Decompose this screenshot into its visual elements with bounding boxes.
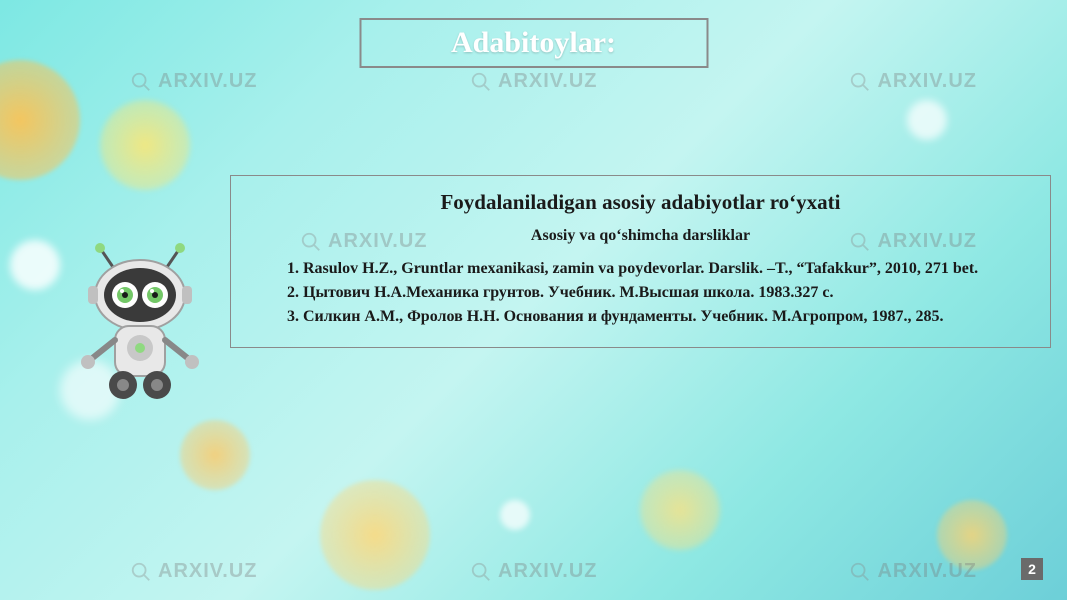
magnifier-icon [849, 71, 871, 93]
watermark-text: ARXIV.UZ [498, 560, 598, 583]
magnifier-icon [470, 561, 492, 583]
watermark: ARXIV.UZ [470, 70, 598, 93]
watermark: ARXIV.UZ [130, 70, 258, 93]
reference-item: 1. Rasulov H.Z., Gruntlar mexanikasi, za… [247, 257, 1034, 281]
watermark: ARXIV.UZ [849, 70, 977, 93]
bokeh-circle [0, 60, 80, 180]
magnifier-icon [470, 71, 492, 93]
content-box: Foydalaniladigan asosiy adabiyotlar roʻy… [230, 175, 1051, 348]
bokeh-circle [907, 100, 947, 140]
bokeh-circle [320, 480, 430, 590]
watermark-text: ARXIV.UZ [498, 70, 598, 93]
bokeh-circle [937, 500, 1007, 570]
bokeh-circle [10, 240, 60, 290]
watermark-text: ARXIV.UZ [158, 560, 258, 583]
bokeh-circle [180, 420, 250, 490]
page-number-value: 2 [1028, 561, 1036, 577]
watermark-text: ARXIV.UZ [877, 70, 977, 93]
watermark-text: ARXIV.UZ [158, 70, 258, 93]
bokeh-circle [640, 470, 720, 550]
title-box: Adabitoylar: [359, 18, 708, 68]
page-number: 2 [1021, 558, 1043, 580]
reference-item: 3. Силкин А.М., Фролов Н.Н. Основания и … [247, 305, 1034, 329]
references-title: Foydalaniladigan asosiy adabiyotlar roʻy… [247, 190, 1034, 215]
bokeh-circle [100, 100, 190, 190]
magnifier-icon [130, 561, 152, 583]
references-subtitle: Asosiy va qoʻshimcha darsliklar [247, 227, 1034, 245]
watermark: ARXIV.UZ [470, 560, 598, 583]
reference-item: 2. Цытович Н.А.Механика грунтов. Учебник… [247, 281, 1034, 305]
robot-icon [60, 240, 220, 410]
bokeh-circle [500, 500, 530, 530]
watermark: ARXIV.UZ [130, 560, 258, 583]
magnifier-icon [849, 561, 871, 583]
magnifier-icon [130, 71, 152, 93]
slide-title: Adabitoylar: [451, 26, 616, 59]
